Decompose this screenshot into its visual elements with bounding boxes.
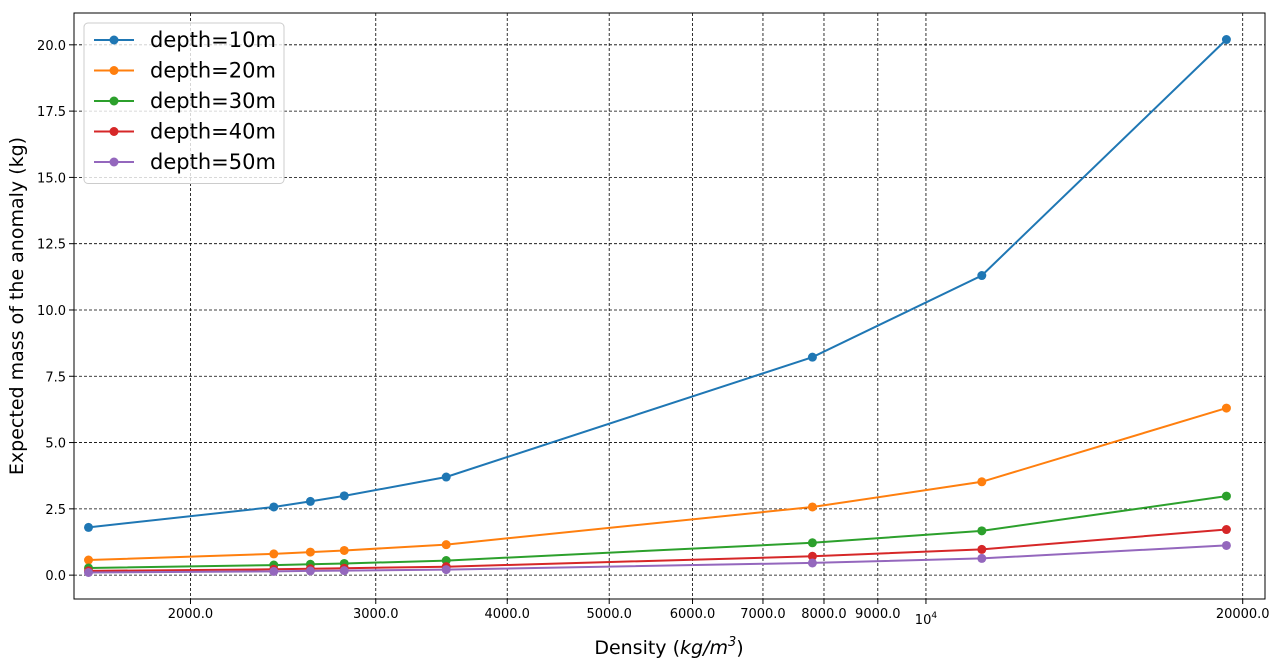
series-line bbox=[88, 38, 1228, 529]
legend-box bbox=[83, 22, 285, 184]
series-2 bbox=[84, 403, 1231, 565]
y-axis: 0.0 2.5 5.0 7.5 10.0 12.5 15.0 17.5 20.0 bbox=[37, 39, 74, 584]
legend-marker bbox=[109, 157, 119, 167]
data-point bbox=[305, 566, 315, 576]
x-tick-label-base: 10 bbox=[915, 613, 932, 628]
data-point bbox=[1221, 540, 1231, 550]
legend-label: depth=40m bbox=[150, 120, 276, 144]
legend: depth=10m depth=20m depth=30m depth=40m dept… bbox=[83, 22, 285, 184]
x-axis-label-exp: 3 bbox=[728, 635, 736, 650]
data-point bbox=[305, 547, 315, 557]
data-point bbox=[305, 496, 315, 506]
x-axis-label: Density (kg/m3) bbox=[594, 635, 743, 659]
data-point bbox=[977, 553, 987, 563]
y-tick-label: 10.0 bbox=[37, 304, 66, 319]
legend-marker bbox=[109, 35, 119, 45]
data-point bbox=[84, 522, 94, 532]
data-point bbox=[441, 540, 451, 550]
data-point bbox=[269, 502, 279, 512]
x-axis-label-text: Density ( bbox=[594, 637, 680, 659]
plot-frame bbox=[73, 12, 1266, 600]
x-axis: 2000.0 3000.0 4000.0 5000.0 6000.0 7000.0 8000… bbox=[168, 599, 1270, 628]
x-tick-label: 3000.0 bbox=[353, 607, 399, 622]
data-point bbox=[977, 271, 987, 281]
y-tick-label: 7.5 bbox=[45, 370, 66, 385]
data-point bbox=[269, 549, 279, 559]
y-tick-label: 15.0 bbox=[37, 171, 66, 186]
legend-item: depth=50m bbox=[94, 150, 276, 174]
series-line bbox=[88, 407, 1227, 561]
legend-item: depth=20m bbox=[94, 59, 276, 83]
series-1 bbox=[84, 35, 1231, 532]
y-tick-label: 5.0 bbox=[45, 437, 66, 452]
data-point bbox=[807, 538, 817, 548]
data-point bbox=[1221, 403, 1231, 413]
data-point bbox=[84, 567, 94, 577]
y-tick-label: 20.0 bbox=[37, 39, 66, 54]
y-tick-label: 17.5 bbox=[37, 105, 66, 120]
x-tick-label: 104 bbox=[915, 611, 938, 628]
y-tick-label: 0.0 bbox=[45, 569, 66, 584]
series-layer bbox=[84, 35, 1231, 577]
series-line bbox=[88, 528, 1227, 572]
y-axis-label: Expected mass of the anomaly (kg) bbox=[6, 137, 28, 475]
data-point bbox=[1221, 491, 1231, 501]
series-line bbox=[88, 495, 1227, 569]
legend-item: depth=40m bbox=[94, 120, 276, 144]
x-tick-label: 5000.0 bbox=[586, 607, 632, 622]
data-point bbox=[807, 352, 817, 362]
legend-marker bbox=[109, 96, 119, 106]
grid bbox=[74, 13, 1265, 599]
x-tick-label-exp: 4 bbox=[931, 611, 937, 621]
x-tick-label: 6000.0 bbox=[670, 607, 716, 622]
legend-label: depth=50m bbox=[150, 150, 276, 174]
legend-item: depth=10m bbox=[94, 28, 276, 52]
x-axis-label-math: kg/m bbox=[680, 637, 728, 659]
data-point bbox=[1221, 35, 1231, 45]
data-point bbox=[807, 502, 817, 512]
data-point bbox=[1221, 525, 1231, 535]
data-point bbox=[977, 544, 987, 554]
legend-label: depth=20m bbox=[150, 59, 276, 83]
x-tick-label: 9000.0 bbox=[855, 607, 901, 622]
series-line bbox=[88, 544, 1227, 574]
series-5 bbox=[84, 540, 1231, 577]
data-point bbox=[339, 491, 349, 501]
data-point bbox=[977, 526, 987, 536]
legend-marker bbox=[109, 66, 119, 75]
x-tick-label: 8000.0 bbox=[801, 607, 847, 622]
x-tick-label: 20000.0 bbox=[1216, 607, 1270, 622]
y-tick-label: 12.5 bbox=[37, 238, 66, 253]
x-tick-label: 7000.0 bbox=[740, 607, 786, 622]
legend-label: depth=10m bbox=[150, 28, 276, 52]
data-point bbox=[269, 566, 279, 576]
data-point bbox=[339, 566, 349, 576]
x-tick-label: 2000.0 bbox=[168, 607, 214, 622]
data-point bbox=[339, 545, 349, 555]
data-point bbox=[977, 477, 987, 487]
legend-item: depth=30m bbox=[94, 89, 276, 113]
legend-label: depth=30m bbox=[150, 89, 276, 113]
data-point bbox=[441, 565, 451, 575]
x-tick-label: 4000.0 bbox=[484, 607, 530, 622]
x-axis-label-end: ) bbox=[736, 637, 743, 659]
data-point bbox=[441, 472, 451, 482]
y-tick-label: 2.5 bbox=[45, 503, 66, 518]
data-point bbox=[807, 551, 817, 561]
data-point bbox=[84, 555, 94, 565]
data-point bbox=[807, 558, 817, 568]
legend-marker bbox=[109, 127, 119, 136]
